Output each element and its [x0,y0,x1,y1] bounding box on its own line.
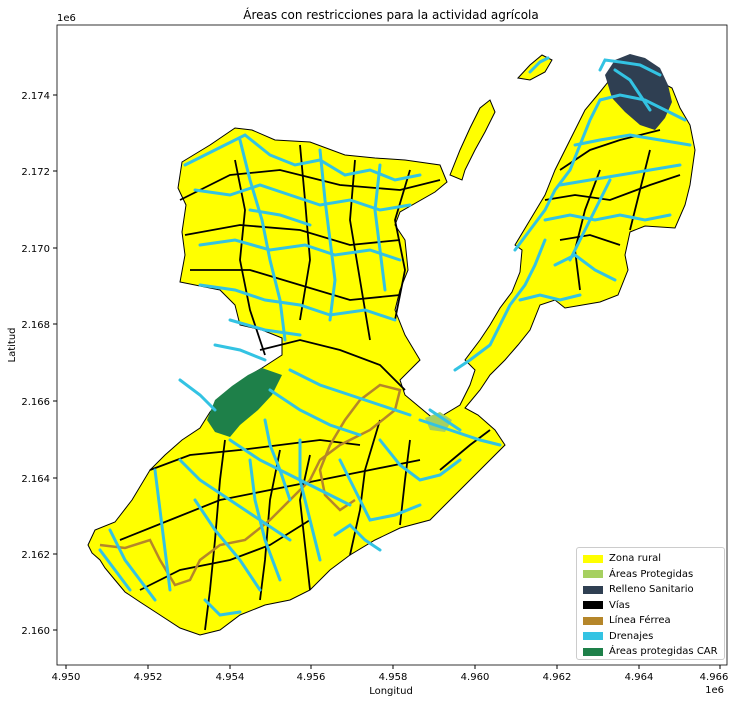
x-tick-label: 4.966 [700,672,729,683]
legend-label: Vías [609,599,630,611]
roads-layer [119,129,681,631]
y-tick-label: 2.160 [21,626,50,637]
y-tick-label: 2.164 [21,474,50,485]
y-tick: 2.170 [21,244,57,255]
railway-layer [99,383,402,587]
x-tick-label: 4.950 [52,672,81,683]
x-tick: 4.958 [379,665,408,683]
x-tick-label: 4.956 [297,672,326,683]
x-tick: 4.956 [297,665,326,683]
legend-item-protected-areas: Áreas Protegidas [583,567,718,583]
legend-item-car-protected-areas: Áreas protegidas CAR [583,644,718,660]
y-tick: 2.168 [21,320,57,331]
rural-zone-strip [449,99,496,181]
x-tick: 4.960 [461,665,490,683]
y-axis-offset: 1e6 [57,13,76,24]
legend-swatch [583,585,603,594]
y-tick: 2.166 [21,397,57,408]
y-tick-label: 2.166 [21,397,50,408]
x-tick: 4.950 [52,665,81,683]
legend-item-roads: Vías [583,598,718,614]
x-tick-label: 4.964 [625,672,654,683]
legend-swatch [583,632,603,641]
legend-label: Áreas Protegidas [609,568,694,580]
legend-swatch [583,570,603,579]
x-tick: 4.954 [216,665,245,683]
x-tick-label: 4.952 [134,672,163,683]
legend-swatch [583,554,603,563]
map-layers [87,54,696,636]
x-tick: 4.952 [134,665,163,683]
y-tick-label: 2.170 [21,244,50,255]
x-tick: 4.962 [543,665,572,683]
x-axis-offset: 1e6 [705,685,724,696]
x-tick-label: 4.960 [461,672,490,683]
legend-item-sanitary-landfill: Relleno Sanitario [583,582,718,598]
y-tick-label: 2.168 [21,320,50,331]
legend-swatch [583,616,603,625]
car-protected-area [207,368,282,437]
legend-label: Línea Férrea [609,615,671,627]
y-axis: 2.160 2.162 2.164 2.166 2.168 2.170 2.17… [7,13,76,637]
legend-label: Zona rural [609,553,662,565]
x-tick-label: 4.958 [379,672,408,683]
legend-swatch [583,647,603,656]
x-axis: 4.950 4.952 4.954 4.956 4.958 4.960 4.96… [52,665,729,697]
map-title: Áreas con restricciones para la activida… [243,7,539,22]
legend-label: Relleno Sanitario [609,584,694,596]
legend-item-drainage: Drenajes [583,629,718,645]
legend-item-railway: Línea Férrea [583,613,718,629]
x-axis-label: Longitud [369,686,413,697]
y-tick: 2.164 [21,474,57,485]
y-tick: 2.160 [21,626,57,637]
drainage-layer [98,56,692,617]
x-tick: 4.964 [625,665,654,683]
x-tick: 4.966 [700,665,729,683]
legend-item-rural-zone: Zona rural [583,551,718,567]
legend-label: Drenajes [609,630,654,642]
legend-swatch [583,601,603,610]
y-tick-label: 2.174 [21,91,50,102]
y-tick: 2.172 [21,167,57,178]
y-tick-label: 2.162 [21,550,50,561]
x-tick-label: 4.962 [543,672,572,683]
map-legend: Zona rural Áreas Protegidas Relleno Sani… [576,547,725,660]
y-axis-label: Latitud [7,327,18,362]
y-tick: 2.162 [21,550,57,561]
x-tick-label: 4.954 [216,672,245,683]
y-tick: 2.174 [21,91,57,102]
y-tick-label: 2.172 [21,167,50,178]
legend-label: Áreas protegidas CAR [609,646,718,658]
